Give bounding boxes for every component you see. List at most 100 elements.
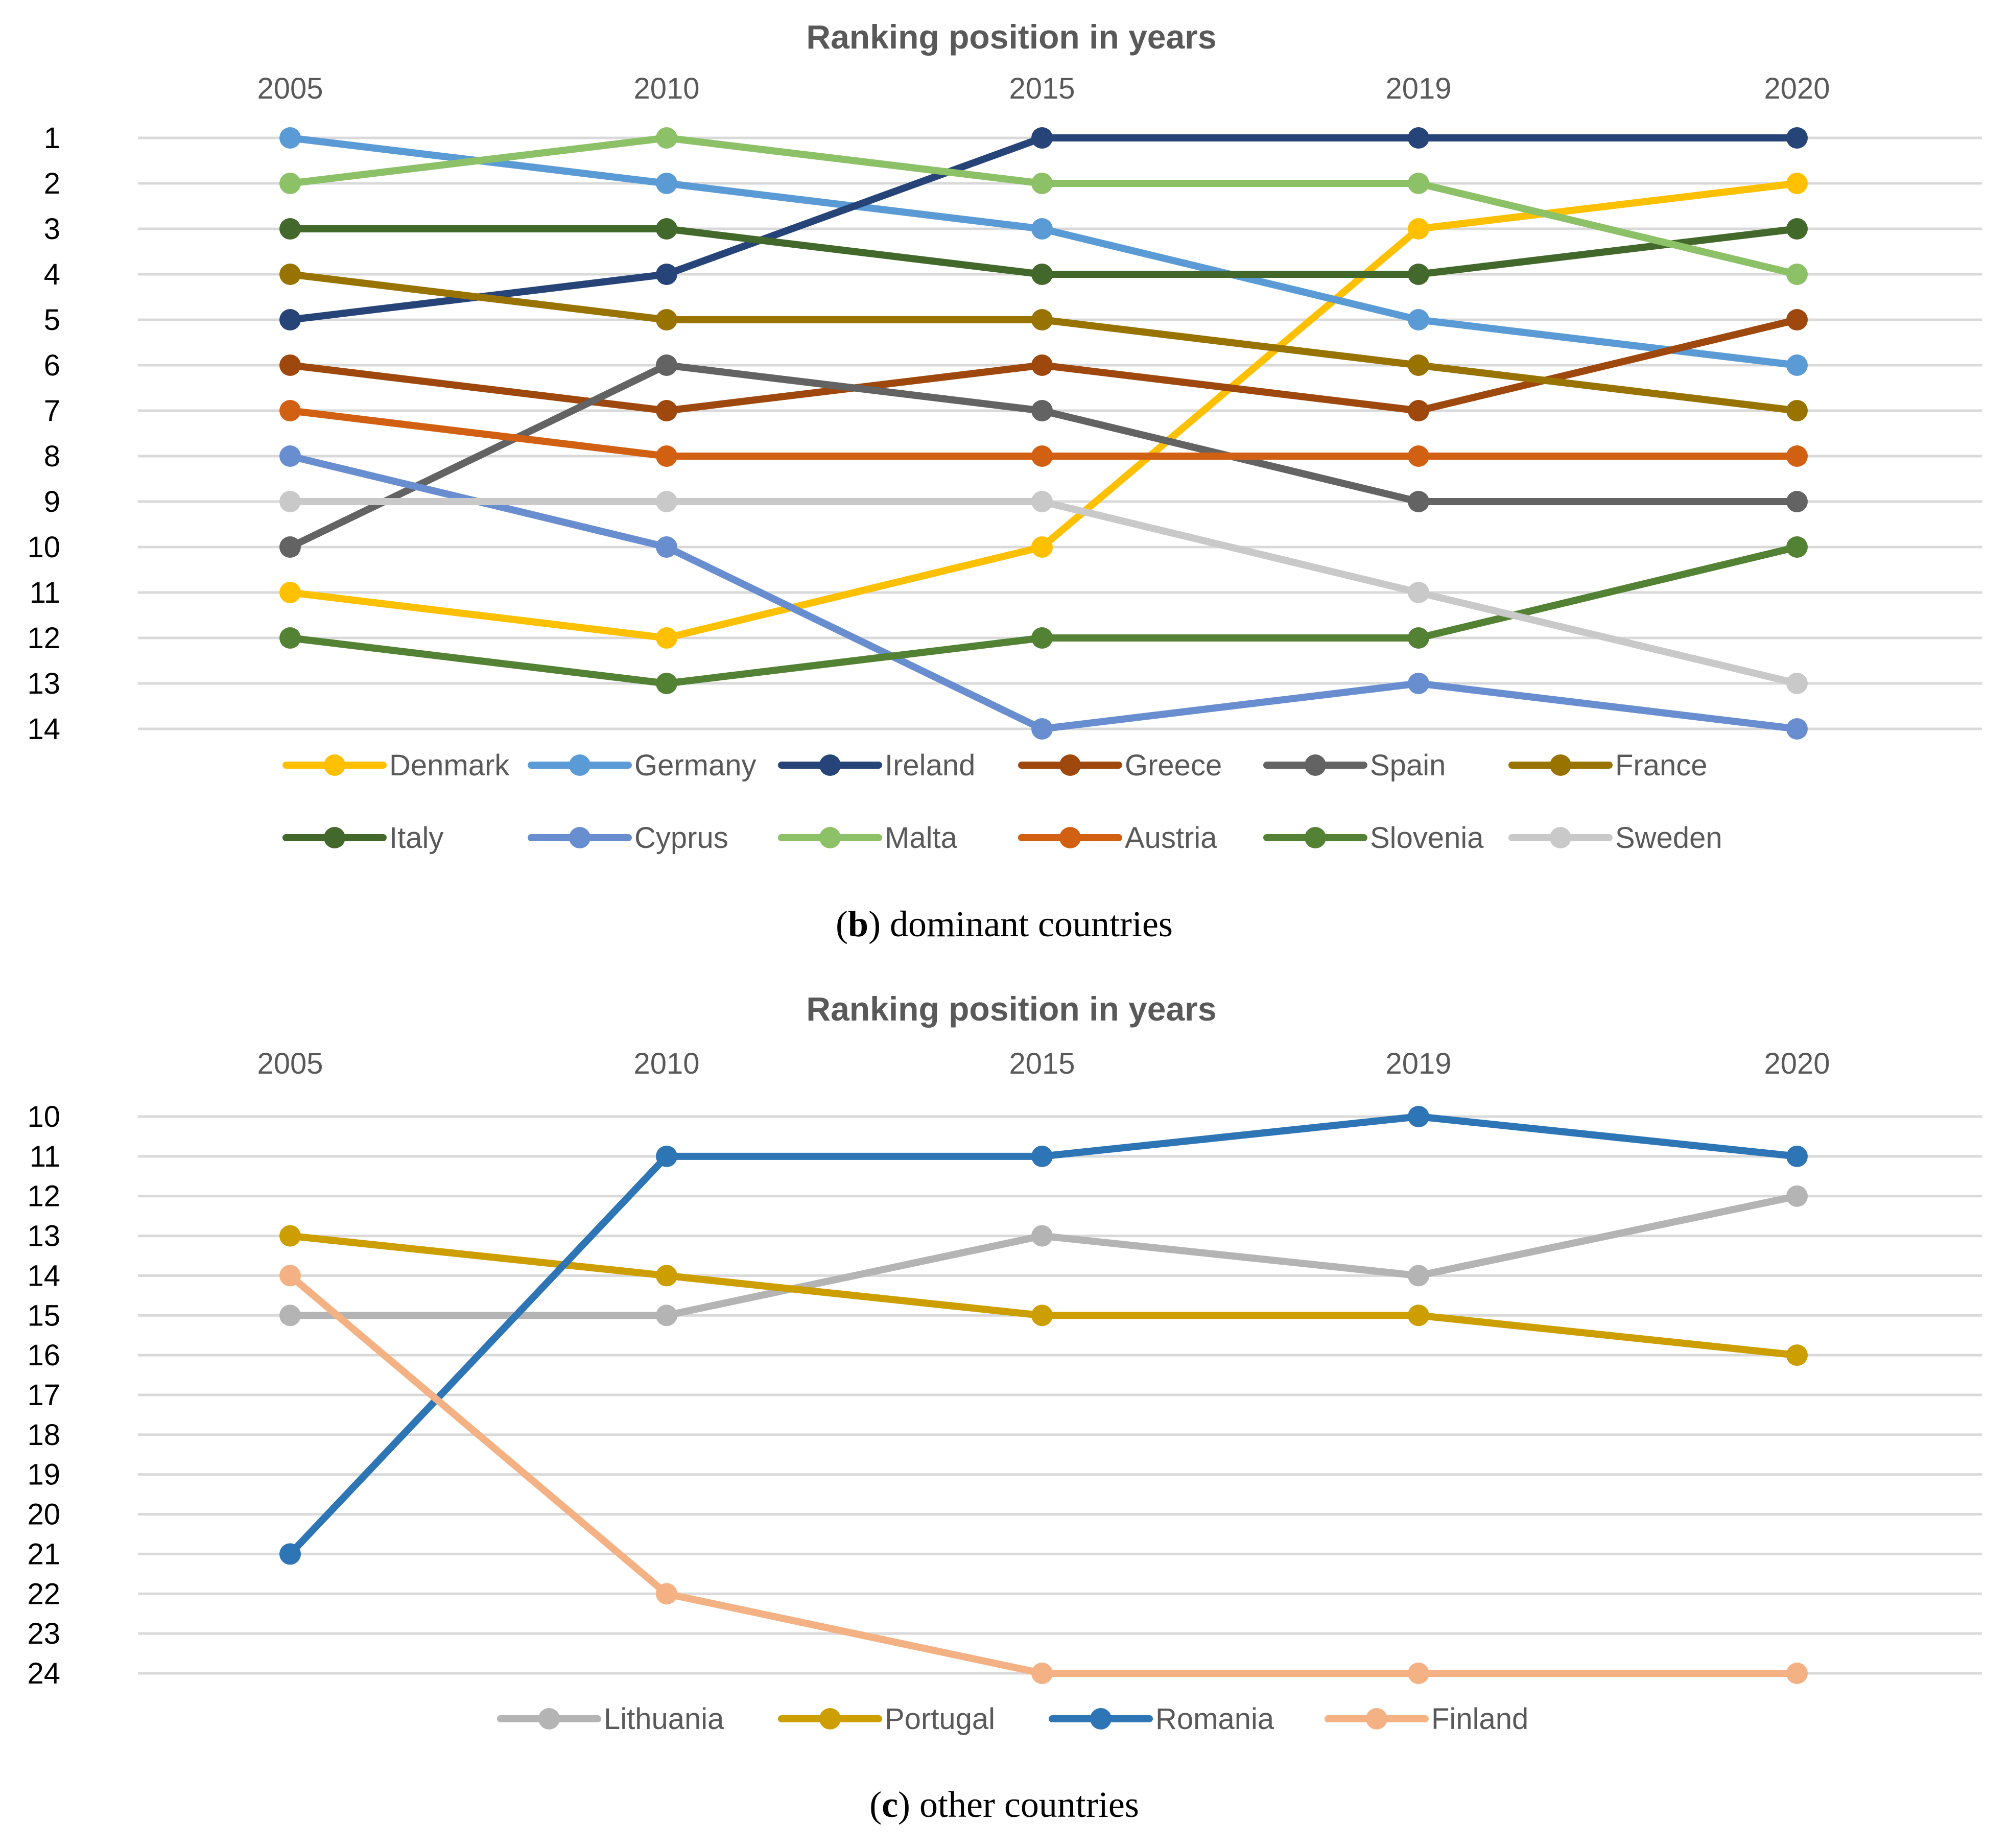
- y-tick-label: 2: [44, 167, 60, 200]
- y-tick-label: 11: [30, 1140, 60, 1173]
- series-slovenia: [279, 536, 1808, 694]
- legend-item-germany: Germany: [528, 749, 757, 782]
- series-lines: [279, 1106, 1808, 1684]
- y-axis-tick-labels: 10 11 12 13 14 15 16 17 18 19 20 21 22 23 24: [27, 1100, 60, 1690]
- series-line: [287, 134, 1801, 369]
- legend-label: Finland: [1431, 1702, 1528, 1736]
- series-romania: [279, 1106, 1808, 1565]
- chart-other-countries: Ranking position in years 10 11 12 13 14 15 16…: [27, 990, 1982, 1736]
- data-point: [656, 1583, 677, 1605]
- data-point: [1408, 1106, 1429, 1127]
- legend-label: Germany: [634, 749, 757, 782]
- legend-label: Lithuania: [604, 1702, 724, 1736]
- data-point: [279, 627, 301, 649]
- data-point: [656, 127, 677, 149]
- legend-swatch-marker: [324, 754, 345, 776]
- chart-title: Ranking position in years: [806, 18, 1216, 56]
- data-point: [656, 1305, 677, 1326]
- data-point: [1786, 264, 1808, 285]
- legend-swatch-marker: [819, 1708, 841, 1729]
- x-tick-label: 2020: [1764, 1047, 1830, 1080]
- legend-swatch-marker: [1550, 754, 1571, 776]
- data-point: [279, 491, 301, 512]
- data-point: [279, 127, 301, 149]
- data-point: [656, 218, 677, 240]
- legend-swatch-marker: [1090, 1708, 1112, 1729]
- data-point: [279, 354, 301, 376]
- legend-label: Cyprus: [634, 821, 728, 855]
- y-tick-label: 20: [27, 1498, 60, 1531]
- data-point: [1408, 1265, 1429, 1287]
- series-line: [287, 1232, 1801, 1359]
- data-point: [656, 1145, 677, 1167]
- x-tick-label: 2010: [633, 1047, 699, 1080]
- data-point: [656, 445, 677, 467]
- data-point: [1031, 1663, 1053, 1684]
- legend-item-ireland: Ireland: [778, 749, 975, 782]
- series-lithuania: [279, 1185, 1808, 1326]
- x-axis-tick-labels: 2005 2010 2015 2019 2020: [257, 1047, 1830, 1080]
- y-tick-label: 18: [27, 1418, 60, 1452]
- y-tick-label: 4: [44, 258, 60, 291]
- series-austria: [279, 400, 1808, 467]
- legend-label: Denmark: [389, 749, 510, 782]
- data-point: [1786, 536, 1808, 558]
- y-tick-label: 14: [27, 713, 60, 746]
- caption-c: (c) other countries: [869, 1784, 1139, 1825]
- data-point: [1408, 673, 1429, 694]
- data-point: [656, 673, 677, 694]
- legend-swatch-marker: [819, 754, 841, 776]
- y-tick-label: 24: [27, 1657, 60, 1690]
- data-point: [1408, 1305, 1429, 1326]
- data-point: [1031, 1305, 1053, 1326]
- y-tick-label: 13: [27, 667, 60, 700]
- legend-label: Ireland: [885, 749, 975, 782]
- data-point: [1786, 1344, 1808, 1366]
- legend-label: Slovenia: [1370, 821, 1484, 855]
- legend-item-lithuania: Lithuania: [497, 1702, 724, 1736]
- data-point: [1786, 173, 1808, 194]
- legend-item-greece: Greece: [1018, 749, 1222, 782]
- y-tick-label: 8: [44, 440, 60, 473]
- series-sweden: [279, 491, 1808, 694]
- y-tick-label: 14: [27, 1259, 60, 1292]
- y-tick-label: 9: [44, 485, 60, 518]
- data-point: [1408, 309, 1429, 330]
- data-point: [279, 218, 301, 240]
- y-tick-label: 23: [27, 1617, 60, 1650]
- x-tick-label: 2005: [257, 1047, 323, 1080]
- series-italy: [279, 218, 1808, 285]
- caption-open-paren: (: [836, 904, 848, 944]
- y-tick-label: 15: [27, 1299, 60, 1332]
- x-tick-label: 2020: [1764, 72, 1830, 105]
- legend-swatch-marker: [819, 827, 841, 848]
- data-point: [279, 1225, 301, 1247]
- data-point: [1408, 173, 1429, 194]
- data-point: [1031, 1225, 1053, 1247]
- legend-label: Romania: [1155, 1702, 1274, 1736]
- y-tick-label: 16: [27, 1339, 60, 1372]
- data-point: [656, 1265, 677, 1287]
- legend-label: France: [1615, 749, 1708, 782]
- legend-item-france: France: [1508, 749, 1708, 782]
- data-point: [1408, 264, 1429, 285]
- legend-label: Portugal: [885, 1702, 995, 1736]
- legend-item-cyprus: Cyprus: [528, 821, 728, 855]
- legend-label: Malta: [885, 821, 958, 855]
- y-tick-label: 7: [44, 394, 60, 428]
- legend-item-italy: Italy: [282, 821, 443, 855]
- legend-label: Spain: [1370, 749, 1446, 782]
- legend-item-finland: Finland: [1325, 1702, 1528, 1736]
- series-malta: [279, 127, 1808, 285]
- caption-text: ) other countries: [898, 1784, 1139, 1825]
- data-point: [1786, 1185, 1808, 1207]
- legend: Denmark Germany Ireland Greece Spain France It…: [282, 749, 1722, 855]
- data-point: [1786, 1145, 1808, 1167]
- legend-swatch-marker: [538, 1708, 560, 1729]
- data-point: [1786, 491, 1808, 512]
- y-tick-label: 11: [30, 576, 60, 609]
- data-point: [1408, 1663, 1429, 1684]
- data-point: [1408, 491, 1429, 512]
- y-tick-label: 21: [27, 1537, 60, 1571]
- legend-swatch-marker: [569, 827, 590, 848]
